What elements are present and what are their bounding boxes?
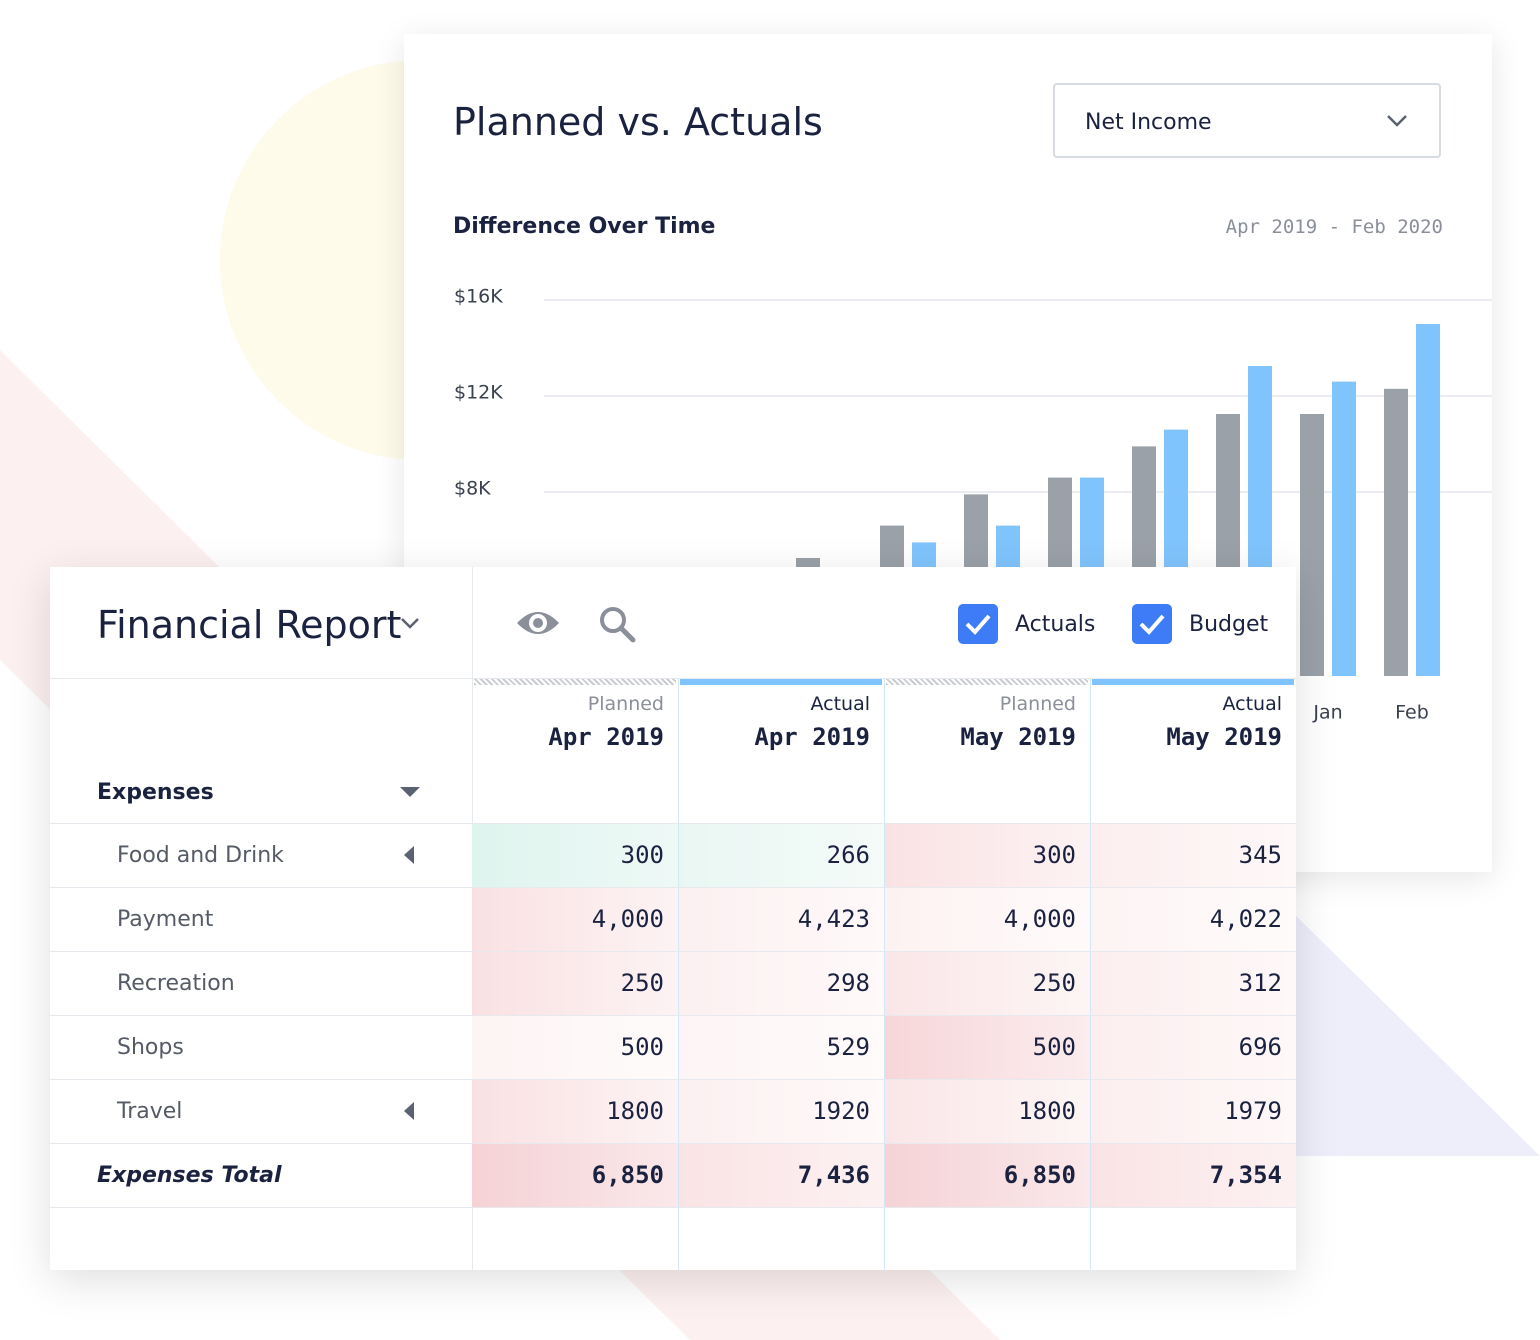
row-divider bbox=[50, 951, 1296, 952]
column-kind: Planned bbox=[999, 693, 1076, 715]
cell: 250 bbox=[472, 951, 678, 1015]
column-kind: Actual bbox=[1222, 693, 1282, 715]
column-kind: Actual bbox=[810, 693, 870, 715]
decor-triangle bbox=[1290, 910, 1540, 1156]
cell: 250 bbox=[884, 951, 1090, 1015]
row-label: Shops bbox=[117, 1035, 184, 1060]
column-period: May 2019 bbox=[960, 723, 1076, 751]
row-divider bbox=[50, 1015, 1296, 1016]
column-divider bbox=[884, 679, 885, 1270]
checkbox[interactable] bbox=[958, 604, 998, 644]
bar bbox=[1416, 324, 1440, 676]
cell: 300 bbox=[472, 823, 678, 887]
row-divider bbox=[50, 887, 1296, 888]
date-range: Apr 2019 - Feb 2020 bbox=[1225, 216, 1443, 238]
chevron bbox=[1387, 115, 1407, 127]
cell: 500 bbox=[472, 1015, 678, 1079]
cell: 4,000 bbox=[884, 887, 1090, 951]
checkbox-label: Budget bbox=[1189, 612, 1269, 637]
cell: 298 bbox=[678, 951, 884, 1015]
column-strip bbox=[1092, 679, 1294, 685]
checkbox-label: Actuals bbox=[1015, 612, 1096, 637]
cell: 500 bbox=[884, 1015, 1090, 1079]
divider bbox=[50, 678, 1296, 679]
cell: 6,850 bbox=[472, 1143, 678, 1207]
column-strip bbox=[680, 679, 882, 685]
row-label: Recreation bbox=[117, 971, 235, 996]
bar bbox=[1332, 381, 1356, 676]
row-divider bbox=[50, 1207, 1296, 1208]
cell: 312 bbox=[1090, 951, 1296, 1015]
cell: 1979 bbox=[1090, 1079, 1296, 1143]
eye-icon[interactable] bbox=[514, 603, 564, 643]
cell: 300 bbox=[884, 823, 1090, 887]
y-tick-label: $16K bbox=[454, 286, 503, 308]
row-label: Payment bbox=[117, 907, 214, 932]
report-title: Financial Report bbox=[97, 603, 402, 647]
cell: 1920 bbox=[678, 1079, 884, 1143]
selector[interactable]: Net Income bbox=[1053, 83, 1441, 158]
row-label: Travel bbox=[117, 1099, 183, 1124]
cell: 696 bbox=[1090, 1015, 1296, 1079]
chevron[interactable] bbox=[400, 617, 420, 631]
column-period: Apr 2019 bbox=[548, 723, 664, 751]
bar bbox=[1384, 388, 1408, 676]
row-label: Food and Drink bbox=[117, 843, 284, 868]
total-label: Expenses Total bbox=[97, 1163, 282, 1188]
group-label: Expenses bbox=[97, 780, 214, 805]
y-tick-label: $12K bbox=[454, 382, 503, 404]
selector-value: Net Income bbox=[1085, 110, 1212, 135]
row-divider bbox=[50, 823, 1296, 824]
y-tick-label: $8K bbox=[454, 478, 491, 500]
cell: 7,436 bbox=[678, 1143, 884, 1207]
column-kind: Planned bbox=[587, 693, 664, 715]
column-strip bbox=[474, 679, 676, 685]
column-divider bbox=[1090, 679, 1091, 1270]
report-table: Financial Report Expenses Actuals Budget P… bbox=[50, 567, 1296, 1270]
collapse-icon[interactable] bbox=[400, 787, 420, 799]
cell: 1800 bbox=[472, 1079, 678, 1143]
column-divider bbox=[678, 679, 679, 1270]
cell: 4,423 bbox=[678, 887, 884, 951]
expand-icon bbox=[404, 1102, 414, 1120]
cell: 1800 bbox=[884, 1079, 1090, 1143]
row-divider bbox=[50, 1079, 1296, 1080]
search-icon[interactable] bbox=[598, 605, 638, 645]
column-strip bbox=[886, 679, 1088, 685]
cell: 529 bbox=[678, 1015, 884, 1079]
bar bbox=[1300, 414, 1324, 676]
chart-subtitle: Difference Over Time bbox=[453, 214, 716, 239]
cell: 4,000 bbox=[472, 887, 678, 951]
row-divider bbox=[50, 1143, 1296, 1144]
cell: 266 bbox=[678, 823, 884, 887]
cell: 345 bbox=[1090, 823, 1296, 887]
column-period: Apr 2019 bbox=[754, 723, 870, 751]
card-title: Planned vs. Actuals bbox=[453, 100, 823, 144]
x-tick-label: Jan bbox=[1312, 702, 1342, 724]
cell: 4,022 bbox=[1090, 887, 1296, 951]
checkbox[interactable] bbox=[1132, 604, 1172, 644]
cell: 7,354 bbox=[1090, 1143, 1296, 1207]
column-period: May 2019 bbox=[1166, 723, 1282, 751]
x-tick-label: Feb bbox=[1395, 702, 1429, 724]
expand-icon bbox=[404, 846, 414, 864]
cell: 6,850 bbox=[884, 1143, 1090, 1207]
